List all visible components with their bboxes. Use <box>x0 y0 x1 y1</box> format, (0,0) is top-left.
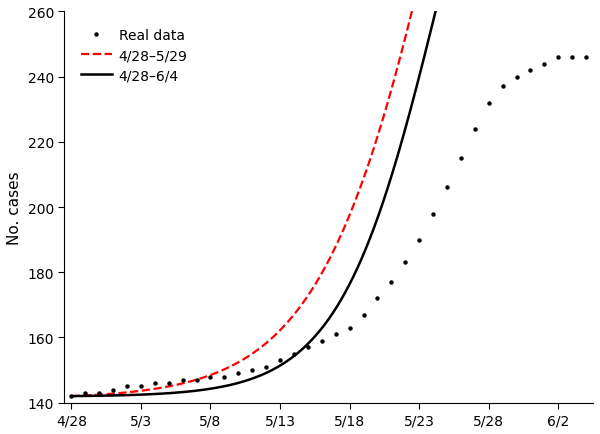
Real data <box>151 381 158 386</box>
Real data <box>471 127 478 132</box>
4/28–5/29 <box>276 329 283 334</box>
4/28–5/29 <box>68 394 75 399</box>
Line: 4/28–6/4: 4/28–6/4 <box>71 0 586 396</box>
4/28–5/29 <box>295 307 302 312</box>
Real data <box>499 85 506 90</box>
Line: Real data: Real data <box>69 56 589 398</box>
Real data <box>416 237 423 243</box>
4/28–6/4 <box>276 363 283 368</box>
Y-axis label: No. cases: No. cases <box>7 171 22 244</box>
Real data <box>68 394 75 399</box>
Real data <box>527 69 534 74</box>
Real data <box>165 381 172 386</box>
Real data <box>583 56 590 61</box>
Real data <box>207 374 214 379</box>
Real data <box>193 377 200 382</box>
4/28–5/29 <box>121 390 128 395</box>
Real data <box>304 345 311 350</box>
Real data <box>554 56 562 61</box>
Real data <box>513 75 520 80</box>
Real data <box>263 364 270 369</box>
Real data <box>179 377 186 382</box>
Real data <box>430 211 437 217</box>
Line: 4/28–5/29: 4/28–5/29 <box>71 0 586 396</box>
4/28–6/4 <box>295 350 302 355</box>
Real data <box>124 384 131 389</box>
Real data <box>332 332 339 337</box>
4/28–6/4 <box>68 394 75 399</box>
Real data <box>137 384 145 389</box>
4/28–6/4 <box>121 393 128 398</box>
Real data <box>443 185 451 191</box>
Real data <box>110 387 117 392</box>
Real data <box>360 312 367 318</box>
Real data <box>290 351 298 356</box>
Real data <box>318 339 325 344</box>
Real data <box>485 101 493 106</box>
Real data <box>346 326 353 331</box>
Real data <box>248 368 256 373</box>
Real data <box>82 390 89 395</box>
Real data <box>221 374 228 379</box>
Real data <box>388 280 395 285</box>
Real data <box>457 156 464 161</box>
Real data <box>235 371 242 376</box>
Real data <box>374 296 381 301</box>
Real data <box>401 260 409 266</box>
Real data <box>541 62 548 67</box>
Real data <box>95 390 103 395</box>
Legend: Real data, 4/28–5/29, 4/28–6/4: Real data, 4/28–5/29, 4/28–6/4 <box>76 23 193 89</box>
Real data <box>277 358 284 363</box>
Real data <box>569 56 576 61</box>
4/28–6/4 <box>421 53 428 58</box>
